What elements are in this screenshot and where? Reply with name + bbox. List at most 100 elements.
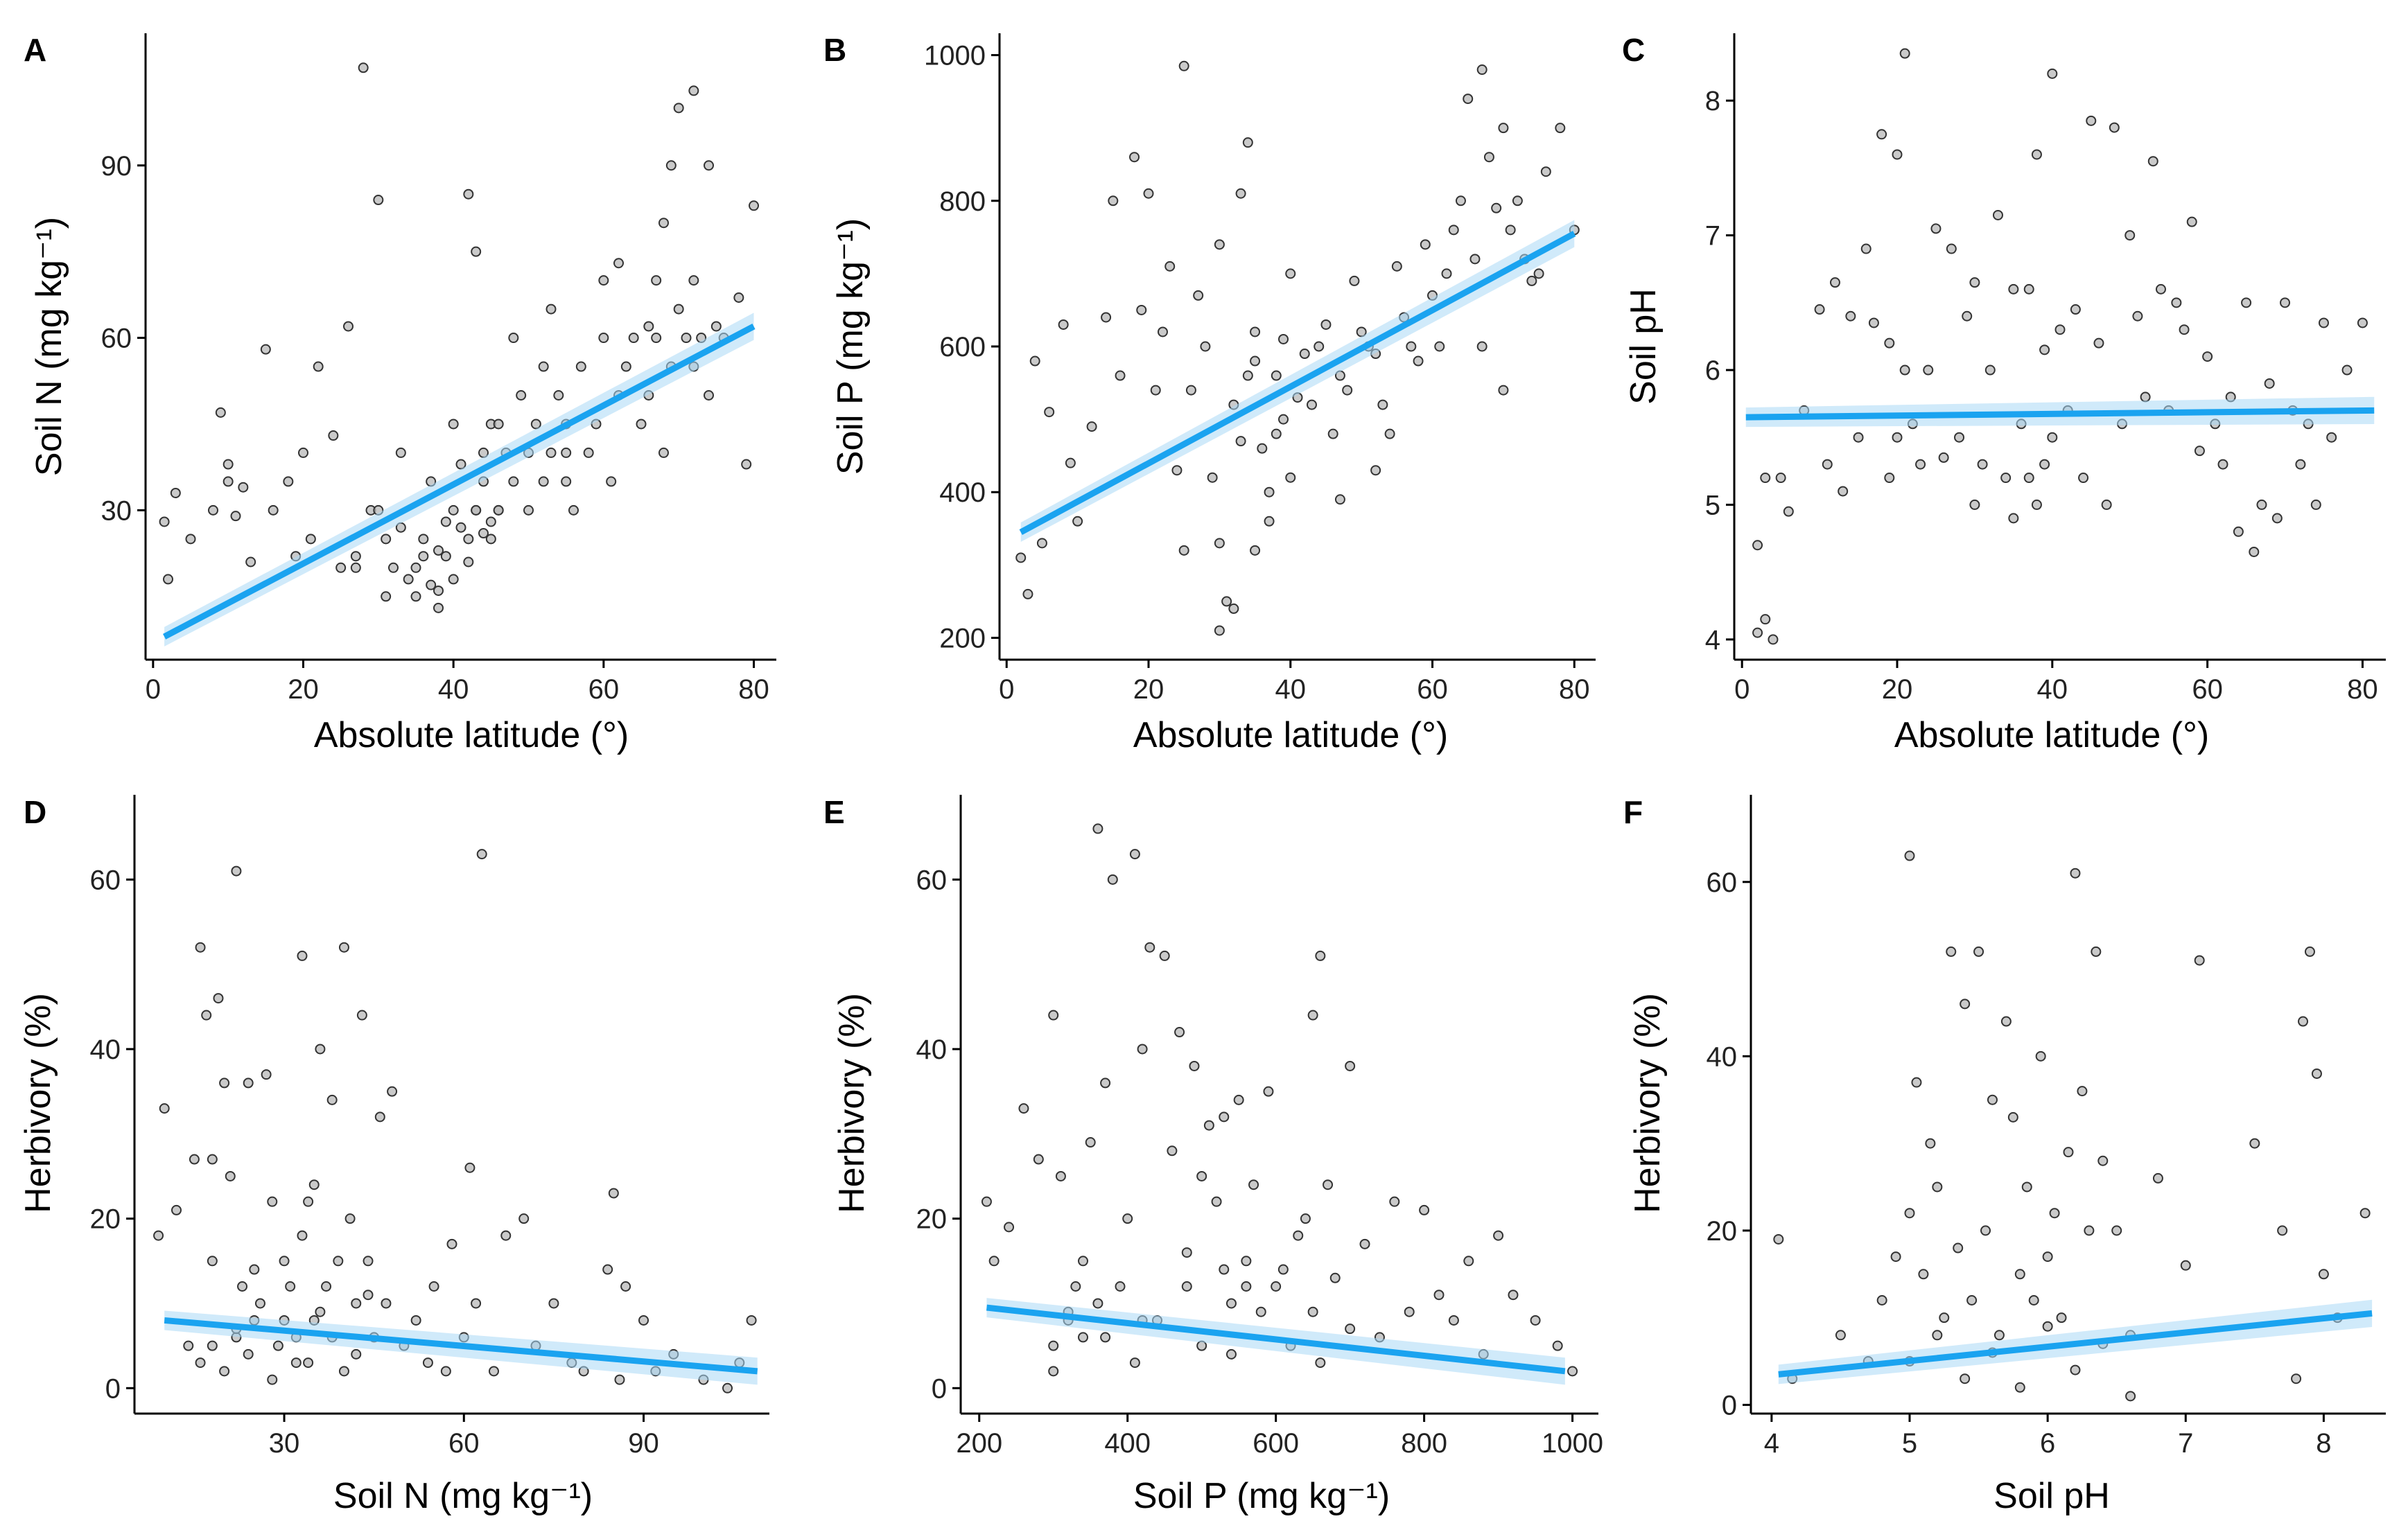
scatter-points bbox=[1015, 60, 1580, 636]
data-point bbox=[530, 419, 541, 430]
fit-line bbox=[1745, 407, 2375, 421]
data-point bbox=[1419, 1204, 1430, 1215]
data-point bbox=[230, 511, 241, 522]
data-point bbox=[1264, 516, 1275, 527]
data-point bbox=[238, 482, 249, 493]
data-point bbox=[1307, 1306, 1318, 1317]
data-point bbox=[343, 321, 354, 332]
data-point bbox=[208, 504, 218, 516]
data-point bbox=[1320, 319, 1332, 330]
data-point bbox=[363, 1256, 374, 1267]
data-point bbox=[1884, 337, 1895, 349]
data-point bbox=[356, 1010, 367, 1021]
data-point bbox=[1969, 499, 1980, 510]
data-point bbox=[2097, 1155, 2109, 1166]
y-tick-label: 0 bbox=[105, 1373, 121, 1404]
data-point bbox=[1760, 614, 1771, 625]
data-point bbox=[1946, 243, 1957, 254]
data-point bbox=[225, 1170, 236, 1181]
data-point bbox=[981, 1196, 992, 1207]
data-point bbox=[1211, 1196, 1222, 1207]
panel-b: B Absolute latitude (°) Soil P (mg kg⁻¹)… bbox=[823, 32, 1596, 755]
data-point bbox=[1406, 341, 1417, 352]
data-point bbox=[710, 321, 722, 332]
data-point bbox=[1235, 188, 1246, 199]
data-point bbox=[561, 476, 572, 487]
data-point bbox=[2217, 459, 2228, 470]
data-point bbox=[1242, 370, 1253, 381]
data-point bbox=[1960, 1373, 1971, 1384]
data-point bbox=[2295, 459, 2306, 470]
x-tick-label: 80 bbox=[1559, 674, 1590, 705]
x-tick-label: 20 bbox=[1133, 674, 1164, 705]
data-point bbox=[387, 1086, 398, 1097]
data-point bbox=[303, 1357, 314, 1369]
data-point bbox=[478, 528, 489, 539]
data-point bbox=[2047, 68, 2058, 79]
data-point bbox=[1915, 459, 1926, 470]
x-tick-label: 400 bbox=[1104, 1428, 1151, 1459]
y-tick-label: 20 bbox=[916, 1204, 948, 1235]
data-point bbox=[2023, 473, 2034, 484]
data-point bbox=[636, 419, 647, 430]
y-tick-label: 0 bbox=[1722, 1390, 1737, 1421]
data-point bbox=[1185, 385, 1196, 396]
data-point bbox=[1939, 1312, 1950, 1324]
data-point bbox=[1092, 823, 1103, 834]
y-axis-label: Soil N (mg kg⁻¹) bbox=[29, 217, 69, 476]
data-point bbox=[2056, 1312, 2067, 1324]
x-axis-label: Absolute latitude (°) bbox=[314, 715, 629, 755]
x-tick-label: 5 bbox=[1902, 1428, 1917, 1459]
data-point bbox=[546, 447, 557, 458]
data-point bbox=[183, 1340, 194, 1351]
data-point bbox=[403, 574, 414, 585]
data-point bbox=[1977, 459, 1988, 470]
data-point bbox=[2014, 1382, 2025, 1393]
data-point bbox=[1015, 552, 1027, 563]
data-point bbox=[279, 1256, 290, 1267]
data-point bbox=[1129, 849, 1140, 860]
data-point bbox=[358, 62, 369, 73]
data-point bbox=[1752, 540, 1763, 551]
data-point bbox=[2111, 1225, 2122, 1236]
data-point bbox=[1441, 268, 1452, 279]
data-point bbox=[598, 333, 609, 344]
data-point bbox=[1150, 385, 1161, 396]
data-point bbox=[1512, 195, 1523, 206]
data-point bbox=[2311, 1068, 2322, 1079]
data-point bbox=[1004, 1222, 1015, 1233]
data-point bbox=[1307, 1010, 1318, 1021]
data-point bbox=[2147, 156, 2158, 167]
data-point bbox=[658, 218, 669, 229]
data-point bbox=[2078, 473, 2089, 484]
data-point bbox=[2318, 317, 2329, 328]
y-tick-label: 200 bbox=[939, 623, 986, 653]
x-tick-label: 60 bbox=[448, 1428, 480, 1459]
data-point bbox=[1036, 538, 1047, 549]
fit-line bbox=[986, 1304, 1566, 1375]
data-point bbox=[1203, 1120, 1214, 1131]
data-point bbox=[2035, 1050, 2046, 1062]
data-point bbox=[620, 1281, 631, 1292]
data-point bbox=[170, 487, 181, 498]
data-point bbox=[2008, 283, 2019, 294]
data-point bbox=[1814, 304, 1825, 315]
y-axis-label: Herbivory (%) bbox=[832, 993, 872, 1213]
data-point bbox=[440, 551, 451, 562]
data-point bbox=[2241, 297, 2252, 308]
data-point bbox=[1938, 452, 1949, 463]
data-point bbox=[1334, 494, 1345, 505]
x-tick-label: 40 bbox=[438, 674, 469, 705]
data-point bbox=[207, 1154, 218, 1165]
x-tick-label: 80 bbox=[2347, 674, 2378, 705]
data-point bbox=[608, 1188, 619, 1199]
data-point bbox=[267, 1374, 278, 1385]
data-point bbox=[1044, 407, 1055, 418]
data-point bbox=[2000, 1016, 2012, 1027]
data-point bbox=[243, 1078, 254, 1089]
data-point bbox=[1055, 1170, 1066, 1181]
data-point bbox=[1932, 1181, 1943, 1193]
data-point bbox=[2202, 351, 2213, 362]
data-point bbox=[1980, 1225, 1991, 1236]
data-point bbox=[223, 476, 234, 487]
